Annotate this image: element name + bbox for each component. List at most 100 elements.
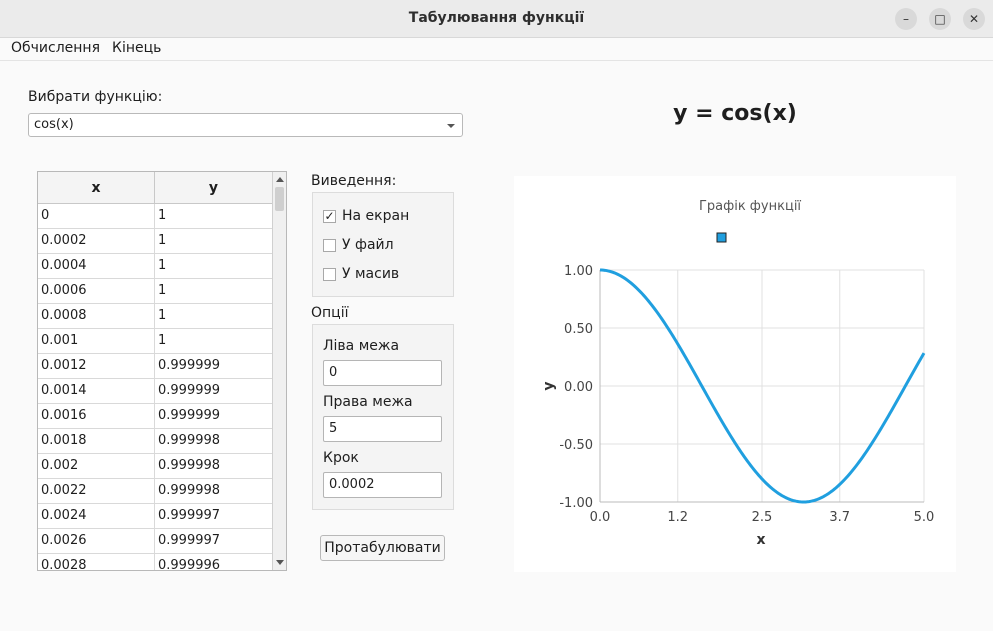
right-bound-input[interactable]: 5	[323, 416, 442, 442]
table-row[interactable]: 0.0002 1	[38, 229, 272, 254]
cell-x[interactable]: 0.0012	[38, 354, 155, 379]
function-chart: Графік функції 0.0 1.2 2.5 3.7 5.0 1.00 0.50 0.0…	[514, 176, 956, 572]
y-tick-label: -1.00	[559, 496, 593, 511]
options-label: Опції	[311, 305, 349, 321]
x-tick-label: 2.5	[752, 510, 773, 525]
scrollbar-thumb[interactable]	[275, 187, 284, 211]
menubar: Обчислення Кінець	[0, 38, 993, 61]
cell-y[interactable]: 0.999999	[158, 383, 221, 398]
menu-exit[interactable]: Кінець	[112, 40, 162, 56]
chart-svg: Графік функції 0.0 1.2 2.5 3.7 5.0 1.00 0.50 0.0…	[541, 199, 934, 548]
table-row[interactable]: 0.0006 1	[38, 279, 272, 304]
cell-y[interactable]: 1	[158, 208, 167, 223]
window-title: Табулювання функції	[408, 10, 585, 26]
table-row[interactable]: 0.0026 0.999997	[38, 529, 272, 554]
cell-x[interactable]: 0.0008	[38, 304, 155, 329]
x-tick-label: 3.7	[829, 510, 850, 525]
output-screen-label: На екран	[342, 208, 410, 224]
cell-y[interactable]: 0.999998	[158, 483, 221, 498]
cell-x[interactable]: 0.001	[38, 329, 155, 354]
cell-x[interactable]: 0.0016	[38, 404, 155, 429]
cell-y[interactable]: 1	[158, 233, 167, 248]
table-row[interactable]: 0.0008 1	[38, 304, 272, 329]
cell-x[interactable]: 0.0014	[38, 379, 155, 404]
cell-x[interactable]: 0.0018	[38, 429, 155, 454]
table-row[interactable]: 0.0018 0.999998	[38, 429, 272, 454]
cell-x[interactable]: 0.0026	[38, 529, 155, 554]
menu-calculation[interactable]: Обчислення	[11, 40, 101, 56]
output-group: ✓ На екран У файл У масив	[312, 192, 454, 297]
cell-y[interactable]: 1	[158, 258, 167, 273]
cell-y[interactable]: 0.999999	[158, 408, 221, 423]
cell-x[interactable]: 0.0002	[38, 229, 155, 254]
output-label: Виведення:	[311, 173, 397, 189]
checkbox-array[interactable]	[323, 267, 336, 281]
options-group: Ліва межа 0 Права межа 5 Крок 0.0002	[312, 324, 454, 510]
output-screen-option[interactable]: ✓ На екран	[323, 208, 409, 224]
table-row[interactable]: 0.001 1	[38, 329, 272, 354]
cell-x[interactable]: 0.0004	[38, 254, 155, 279]
column-header-x[interactable]: x	[38, 172, 155, 204]
cell-y[interactable]: 0.999998	[158, 433, 221, 448]
chevron-down-icon	[447, 124, 455, 128]
cell-y[interactable]: 0.999999	[158, 358, 221, 373]
cell-y[interactable]: 0.999997	[158, 533, 221, 548]
left-bound-input[interactable]: 0	[323, 360, 442, 386]
cell-x[interactable]: 0.002	[38, 454, 155, 479]
x-tick-label: 1.2	[667, 510, 688, 525]
series-line	[599, 268, 926, 504]
table-row[interactable]: 0.0014 0.999999	[38, 379, 272, 404]
cell-x[interactable]: 0.0024	[38, 504, 155, 529]
function-select-value: cos(x)	[34, 117, 74, 132]
checkbox-file[interactable]	[323, 238, 336, 252]
cell-y[interactable]: 0.999998	[158, 458, 221, 473]
function-select-label: Вибрати функцію:	[28, 89, 163, 105]
legend-marker	[716, 232, 727, 243]
scroll-up-icon[interactable]	[276, 177, 284, 182]
y-tick-label: -0.50	[559, 438, 593, 453]
cell-y[interactable]: 1	[158, 308, 167, 323]
cell-x[interactable]: 0	[38, 204, 155, 229]
column-header-y[interactable]: y	[208, 180, 219, 196]
table-row[interactable]: 0.0022 0.999998	[38, 479, 272, 504]
close-icon[interactable]: ✕	[963, 8, 985, 30]
table-row[interactable]: 0.002 0.999998	[38, 454, 272, 479]
table-row[interactable]: 0.0012 0.999999	[38, 354, 272, 379]
formula-title: y = cos(x)	[673, 101, 797, 126]
x-axis-label: x	[756, 532, 765, 548]
maximize-icon[interactable]: □	[929, 8, 951, 30]
output-array-label: У масив	[342, 266, 400, 282]
cell-x[interactable]: 0.0028	[38, 554, 155, 570]
y-tick-label: 1.00	[564, 264, 593, 279]
left-bound-label: Ліва межа	[323, 338, 400, 354]
function-select[interactable]: cos(x)	[28, 113, 463, 137]
output-array-option[interactable]: У масив	[323, 266, 399, 282]
cell-x[interactable]: 0.0006	[38, 279, 155, 304]
cell-y[interactable]: 0.999996	[158, 558, 221, 571]
chart-title: Графік функції	[699, 199, 801, 214]
table-row[interactable]: 0.0016 0.999999	[38, 404, 272, 429]
minimize-icon[interactable]: –	[895, 8, 917, 30]
y-tick-label: 0.50	[564, 322, 593, 337]
step-input[interactable]: 0.0002	[323, 472, 442, 498]
scroll-down-icon[interactable]	[276, 560, 284, 565]
table-row[interactable]: 0.0004 1	[38, 254, 272, 279]
cell-y[interactable]: 0.999997	[158, 508, 221, 523]
x-tick-label: 0.0	[590, 510, 611, 525]
table-scrollbar[interactable]	[272, 172, 286, 570]
table-header: x y	[38, 172, 272, 204]
table-row[interactable]: 0.0028 0.999996	[38, 554, 272, 571]
table-body: 0 1 0.0002 1 0.0004 1 0.0006 1 0.0008 1 0.001 1 0.00…	[38, 204, 272, 571]
checkbox-screen[interactable]: ✓	[323, 208, 336, 223]
y-axis-label: y	[541, 381, 557, 390]
table-row[interactable]: 0.0024 0.999997	[38, 504, 272, 529]
cell-x[interactable]: 0.0022	[38, 479, 155, 504]
window-titlebar: Табулювання функції – □ ✕	[0, 0, 993, 38]
results-table[interactable]: x y 0 1 0.0002 1 0.0004 1 0.0006 1 0.0008 1 0.001 1…	[37, 171, 287, 571]
cell-y[interactable]: 1	[158, 333, 167, 348]
output-file-option[interactable]: У файл	[323, 237, 394, 253]
cell-y[interactable]: 1	[158, 283, 167, 298]
tabulate-button[interactable]: Протабулювати	[320, 535, 445, 561]
right-bound-label: Права межа	[323, 394, 413, 410]
